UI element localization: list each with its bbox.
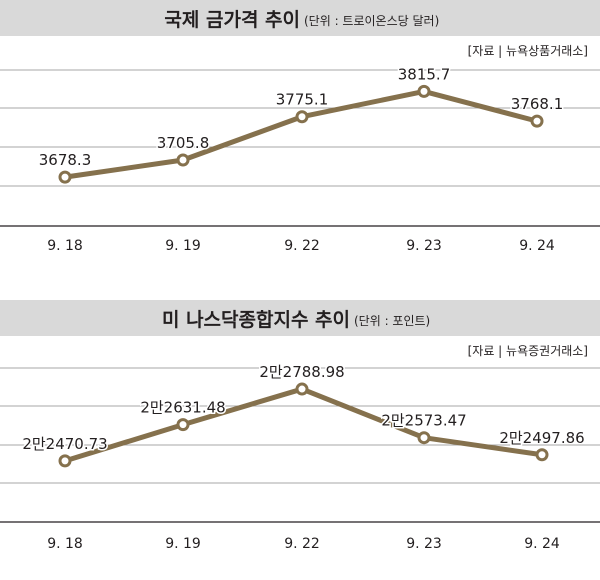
x-tick-label: 9. 19 bbox=[165, 536, 201, 552]
x-tick-labels: 9. 18 9. 19 9. 22 9. 23 9. 24 bbox=[47, 238, 555, 254]
x-tick-label: 9. 22 bbox=[284, 238, 320, 254]
data-label: 2만2631.48 bbox=[140, 399, 225, 417]
data-point bbox=[295, 382, 309, 396]
x-tick-label: 9. 18 bbox=[47, 238, 83, 254]
data-label: 2만2497.86 bbox=[499, 429, 584, 447]
data-point bbox=[58, 170, 72, 184]
data-point bbox=[176, 418, 190, 432]
data-label: 2만2470.73 bbox=[22, 435, 107, 453]
data-label: 3678.3 bbox=[39, 151, 92, 169]
data-point bbox=[535, 448, 549, 462]
data-point bbox=[417, 84, 431, 98]
data-label: 2만2573.47 bbox=[381, 412, 466, 430]
chart-title: 미 나스닥종합지수 추이 bbox=[162, 309, 350, 331]
data-label: 3705.8 bbox=[157, 134, 210, 152]
x-tick-label: 9. 22 bbox=[284, 536, 320, 552]
data-point bbox=[58, 454, 72, 468]
data-point bbox=[295, 110, 309, 124]
data-label: 2만2788.98 bbox=[259, 363, 344, 381]
unit-note: (단위 : 트로이온스당 달러) bbox=[304, 14, 439, 28]
title-bar bbox=[0, 300, 600, 336]
x-tick-labels: 9. 18 9. 19 9. 22 9. 23 9. 24 bbox=[47, 536, 560, 552]
source-note: [자료 | 뉴욕증권거래소] bbox=[468, 344, 588, 358]
x-tick-label: 9. 19 bbox=[165, 238, 201, 254]
data-labels: 3678.3 3705.8 3775.1 3815.7 3768.1 bbox=[37, 64, 565, 171]
data-point bbox=[417, 431, 431, 445]
unit-note: (단위 : 포인트) bbox=[354, 314, 430, 328]
data-label: 3768.1 bbox=[511, 95, 564, 113]
source-note: [자료 | 뉴욕상품거래소] bbox=[468, 44, 588, 58]
data-label: 3815.7 bbox=[398, 65, 451, 83]
nasdaq-index-chart: 미 나스닥종합지수 추이 (단위 : 포인트) [자료 | 뉴욕증권거래소] 9… bbox=[0, 300, 600, 552]
grid-lines bbox=[0, 69, 600, 187]
x-tick-label: 9. 23 bbox=[406, 536, 442, 552]
data-labels: 2만2470.73 2만2631.48 2만2788.98 2만2573.47 2만24… bbox=[21, 362, 586, 455]
data-label: 3775.1 bbox=[276, 91, 329, 109]
gold-price-chart: 국제 금가격 추이 (단위 : 트로이온스당 달러) [자료 | 뉴욕상품거래소… bbox=[0, 0, 600, 254]
x-tick-label: 9. 18 bbox=[47, 536, 83, 552]
x-tick-label: 9. 24 bbox=[524, 536, 560, 552]
title-bar bbox=[0, 0, 600, 36]
data-point bbox=[176, 153, 190, 167]
data-point bbox=[530, 114, 544, 128]
grid-lines bbox=[0, 367, 600, 484]
x-tick-label: 9. 23 bbox=[406, 238, 442, 254]
data-points bbox=[58, 84, 544, 184]
x-tick-label: 9. 24 bbox=[519, 238, 555, 254]
series-line bbox=[64, 386, 543, 464]
data-points bbox=[58, 382, 549, 468]
chart-title: 국제 금가격 추이 bbox=[164, 9, 300, 31]
